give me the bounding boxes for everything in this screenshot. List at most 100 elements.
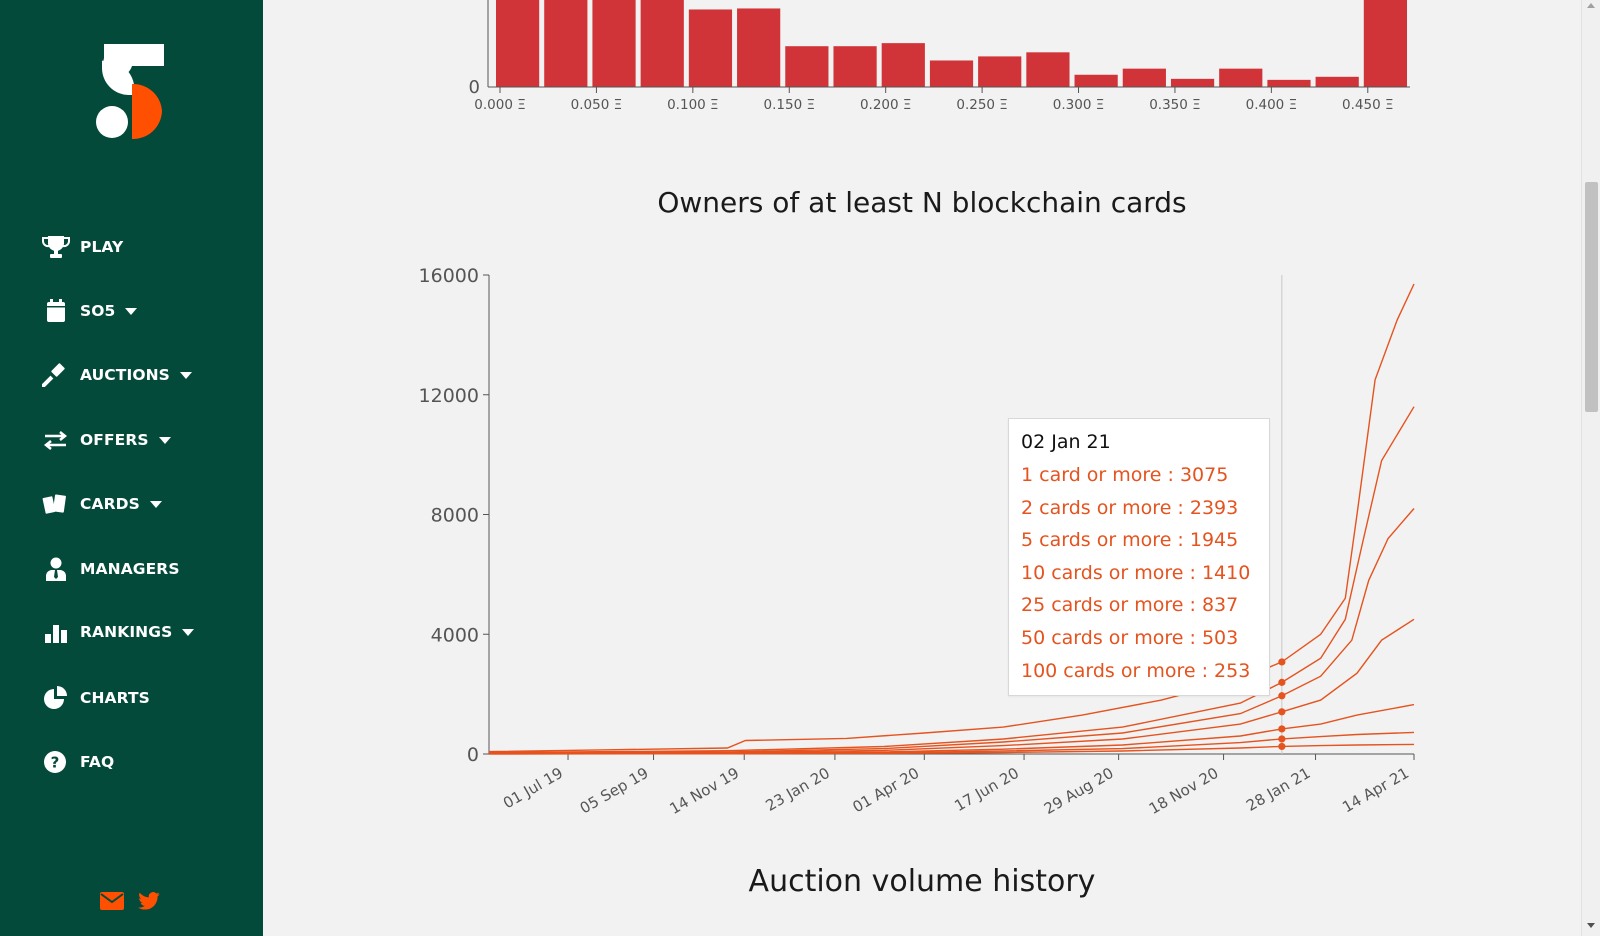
histogram-x-tick-label: 0.350 Ξ — [1149, 97, 1200, 113]
histogram-bar[interactable] — [785, 46, 829, 87]
series-line[interactable] — [488, 283, 1415, 753]
histogram-bar[interactable] — [1315, 76, 1359, 87]
histogram-x-tick-label: 0.050 Ξ — [571, 97, 622, 113]
trophy-icon — [42, 234, 70, 260]
histogram-bar[interactable] — [737, 8, 781, 88]
histogram-bar[interactable] — [544, 0, 588, 87]
sidebar-item-so5[interactable]: SO5 — [42, 296, 138, 326]
y-tick-label: 0 — [467, 744, 479, 766]
sidebar-item-play[interactable]: PLAY — [42, 232, 123, 262]
histogram-bar[interactable] — [978, 56, 1022, 87]
calendar-icon — [42, 298, 70, 324]
user-tie-icon — [42, 556, 70, 582]
x-tick-label: 23 Jan 20 — [763, 764, 833, 815]
series-line[interactable] — [488, 618, 1415, 755]
x-tick-label: 01 Jul 19 — [500, 764, 566, 812]
tooltip-row: 5 cards or more : 1945 — [1021, 529, 1239, 552]
owners-chart-title: Owners of at least N blockchain cards — [657, 186, 1187, 219]
scroll-up-icon[interactable] — [1587, 3, 1595, 8]
histogram-x-tick-label: 0.450 Ξ — [1342, 97, 1393, 113]
histogram-x-tick-label: 0.300 Ξ — [1053, 97, 1104, 113]
histogram-x-tick-label: 0.250 Ξ — [956, 97, 1007, 113]
owners-line-chart[interactable]: 0 4000 8000 12000 16000 01 Jul 19 05 Sep 19 14 … — [263, 0, 1581, 840]
hover-point — [1278, 735, 1286, 743]
histogram-x-tick-label: 0.150 Ξ — [764, 97, 815, 113]
chart-tooltip: 02 Jan 21 1 card or more : 3075 2 cards … — [1008, 418, 1270, 696]
sidebar-item-charts[interactable]: CHARTS — [42, 683, 150, 713]
exchange-icon — [42, 427, 70, 453]
histogram-bar[interactable] — [592, 0, 636, 87]
series-line[interactable] — [488, 508, 1415, 754]
x-tick-label: 29 Aug 20 — [1041, 764, 1117, 818]
histogram-x-tick-label: 0.100 Ξ — [667, 97, 718, 113]
chevron-down-icon — [179, 371, 192, 379]
histogram-bar[interactable] — [1122, 68, 1166, 87]
histogram-x-tick-label: 0.200 Ξ — [860, 97, 911, 113]
tooltip-row: 25 cards or more : 837 — [1021, 594, 1239, 617]
gavel-icon — [42, 362, 70, 388]
hover-point — [1278, 725, 1286, 733]
sidebar-item-label: CHARTS — [80, 689, 150, 707]
sidebar-item-label: SO5 — [80, 302, 116, 320]
vertical-scrollbar[interactable] — [1581, 0, 1600, 936]
histogram-bar[interactable] — [1363, 0, 1407, 87]
hover-point — [1278, 742, 1286, 751]
price-histogram: 0.000 Ξ 0.050 Ξ 0.100 Ξ 0.150 Ξ 0.200 Ξ 0.250… — [469, 0, 1410, 113]
svg-text:?: ? — [51, 754, 60, 772]
sidebar-item-label: OFFERS — [80, 431, 149, 449]
scrollbar-thumb[interactable] — [1585, 182, 1598, 412]
histogram-bar[interactable] — [640, 0, 684, 87]
histogram-bar[interactable] — [1170, 78, 1215, 87]
logo[interactable] — [96, 44, 168, 139]
series-line[interactable] — [488, 743, 1415, 755]
sidebar-item-auctions[interactable]: AUCTIONS — [42, 360, 192, 390]
histogram-x-tick-label: 0.000 Ξ — [474, 97, 525, 113]
sidebar-item-managers[interactable]: MANAGERS — [42, 554, 180, 584]
histogram-bar[interactable] — [1267, 79, 1311, 87]
tooltip-row: 10 cards or more : 1410 — [1021, 561, 1251, 584]
x-tick-label: 28 Jan 21 — [1243, 764, 1313, 815]
sidebar-item-label: CARDS — [80, 495, 140, 513]
sidebar-item-offers[interactable]: OFFERS — [42, 425, 171, 455]
y-tick-label: 16000 — [419, 265, 479, 287]
twitter-icon[interactable] — [138, 892, 160, 914]
histogram-bar[interactable] — [833, 46, 877, 87]
sidebar-item-faq[interactable]: ? FAQ — [42, 747, 114, 777]
scroll-down-icon[interactable] — [1587, 923, 1595, 928]
histogram-bar[interactable] — [496, 0, 540, 87]
histogram-bar[interactable] — [881, 43, 925, 87]
hover-point — [1278, 692, 1286, 700]
tooltip-row: 50 cards or more : 503 — [1021, 626, 1239, 649]
cards-icon — [42, 491, 70, 517]
tooltip-row: 2 cards or more : 2393 — [1021, 496, 1239, 519]
y-tick-label: 4000 — [431, 624, 479, 646]
x-tick-label: 01 Apr 20 — [849, 764, 922, 816]
chevron-down-icon — [125, 307, 138, 315]
sidebar-item-label: AUCTIONS — [80, 366, 170, 384]
tooltip-row: 100 cards or more : 253 — [1021, 659, 1251, 682]
series-line[interactable] — [488, 406, 1415, 754]
tooltip-row: 1 card or more : 3075 — [1021, 464, 1229, 486]
tooltip-date: 02 Jan 21 — [1021, 431, 1111, 453]
sidebar-item-cards[interactable]: CARDS — [42, 489, 162, 519]
histogram-bar[interactable] — [1074, 74, 1118, 87]
chevron-down-icon — [149, 500, 162, 508]
sidebar-item-label: FAQ — [80, 753, 115, 771]
question-circle-icon: ? — [42, 749, 70, 775]
sidebar: PLAY SO5 AUCTIONS OFFERS — [0, 0, 263, 936]
sidebar-item-label: RANKINGS — [80, 623, 173, 641]
x-tick-label: 18 Nov 20 — [1146, 764, 1222, 818]
histogram-bar[interactable] — [1219, 68, 1263, 87]
mail-icon[interactable] — [100, 892, 124, 914]
x-tick-label: 05 Sep 19 — [577, 764, 652, 818]
social-links — [100, 892, 160, 914]
hover-point — [1278, 708, 1286, 716]
sidebar-item-rankings[interactable]: RANKINGS — [42, 617, 195, 647]
histogram-bar[interactable] — [929, 60, 974, 87]
sidebar-item-label: PLAY — [80, 238, 124, 256]
histogram-bar[interactable] — [688, 9, 733, 88]
histogram-bar[interactable] — [1026, 52, 1070, 87]
bar-chart-icon — [42, 619, 70, 645]
y-tick-label: 12000 — [419, 385, 479, 407]
